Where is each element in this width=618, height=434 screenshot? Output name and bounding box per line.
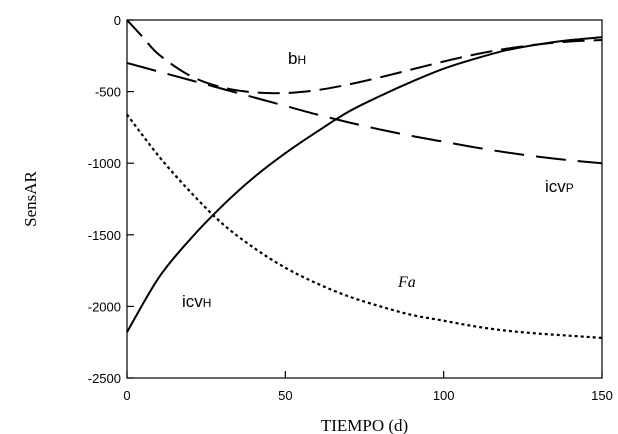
series-label-icv-p: icvP bbox=[545, 177, 574, 196]
x-tick-label: 0 bbox=[123, 388, 130, 403]
x-tick-label: 50 bbox=[278, 388, 292, 403]
plot-frame bbox=[126, 19, 603, 379]
series-label-b-h: bH bbox=[288, 49, 306, 68]
y-tick-label: -1000 bbox=[88, 156, 121, 171]
series-line-fa bbox=[126, 113, 603, 339]
x-tick-label: 100 bbox=[433, 388, 455, 403]
y-tick-label: 0 bbox=[114, 13, 121, 28]
x-tick-label: 150 bbox=[591, 388, 613, 403]
series-line-icv-p bbox=[126, 61, 603, 165]
x-axis-title: TIEMPO (d) bbox=[321, 416, 408, 434]
series-label-icv-h: icvH bbox=[182, 292, 211, 311]
y-tick-label: -1500 bbox=[88, 228, 121, 243]
y-tick-label: -2500 bbox=[88, 371, 121, 386]
series-label-fa: Fa bbox=[397, 274, 416, 291]
y-tick-label: -2000 bbox=[88, 299, 121, 314]
y-tick-label: -500 bbox=[95, 85, 121, 100]
series-line-b-h bbox=[126, 19, 603, 95]
y-axis-title: SensAR bbox=[21, 170, 40, 226]
series-line-icv-h bbox=[126, 36, 603, 333]
